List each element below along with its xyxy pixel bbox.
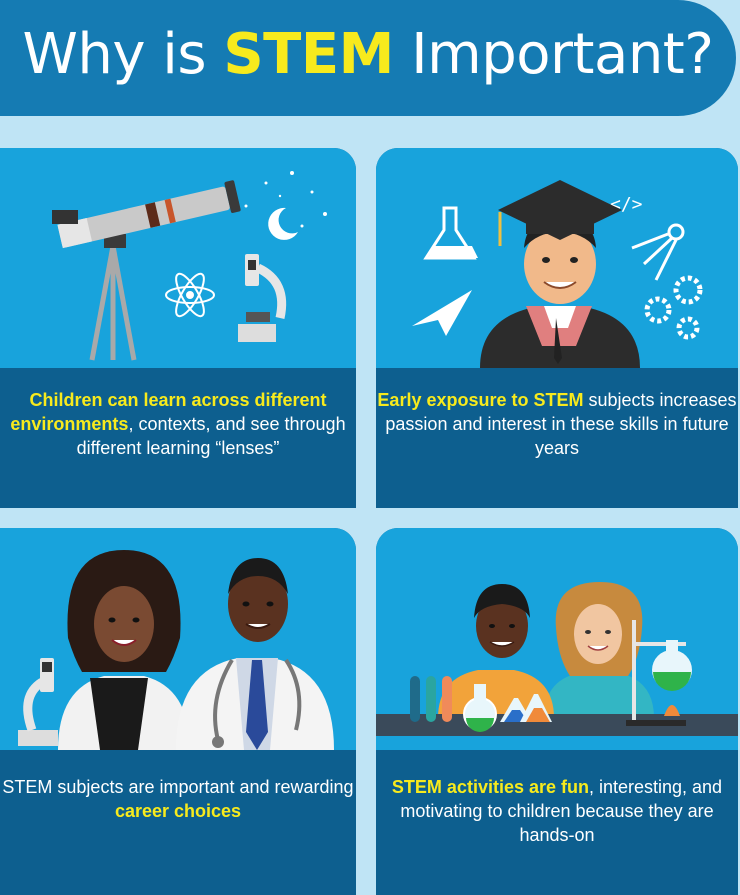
- title-prefix: Why is: [22, 22, 224, 87]
- graduate-avatar: [480, 180, 640, 368]
- panel-caption: STEM subjects are important and rewardin…: [0, 775, 356, 895]
- caption-text: , contexts, and see through different le…: [76, 414, 346, 458]
- telescope-icon: [52, 180, 241, 361]
- beakers-icon: [500, 694, 552, 722]
- title-suffix: Important?: [393, 22, 714, 87]
- star-icons: [244, 171, 327, 228]
- title-banner: [0, 0, 736, 116]
- page-title: Why is STEM Important?: [0, 22, 736, 87]
- lab-stand-icon: [626, 620, 692, 726]
- panel-illustration: [0, 148, 356, 368]
- girl-avatar: [544, 582, 654, 718]
- caption-highlight: Early exposure to STEM: [377, 390, 584, 410]
- title-highlight: STEM: [223, 22, 394, 87]
- male-doctor-avatar: [176, 558, 334, 750]
- panel-caption: STEM activities are fun, interesting, an…: [376, 775, 738, 895]
- panel-early-exposure: </>: [376, 148, 738, 508]
- panel-illustration: [376, 528, 738, 750]
- atom-icon: [165, 272, 215, 318]
- panel-environments: Children can learn across different envi…: [0, 148, 356, 508]
- caption-text: subjects increases passion and interest …: [385, 390, 737, 458]
- moon-icon: [268, 207, 298, 240]
- panel-caption: Children can learn across different envi…: [0, 388, 356, 508]
- test-tubes-icon: [410, 676, 452, 722]
- panel-illustration: </>: [376, 148, 738, 368]
- caption-text: STEM subjects are important and rewardin…: [2, 777, 354, 797]
- caption-highlight: career choices: [114, 801, 242, 821]
- caption-text: , interesting, and motivating to childre…: [400, 777, 723, 845]
- microscope-icon: [18, 658, 58, 746]
- panel-career: STEM subjects are important and rewardin…: [0, 528, 356, 895]
- panel-activities: STEM activities are fun, interesting, an…: [376, 528, 738, 895]
- female-scientist-avatar: [58, 550, 190, 750]
- paper-plane-icon: [412, 290, 472, 336]
- gears-icon: [644, 275, 703, 340]
- compass-icon: [631, 223, 685, 281]
- microscope-icon: [238, 254, 287, 342]
- caption-highlight: Children can learn across different envi…: [10, 390, 327, 434]
- flask-icon: [423, 206, 478, 260]
- panel-illustration: [0, 528, 356, 750]
- panel-caption: Early exposure to STEM subjects increase…: [376, 388, 738, 508]
- caption-highlight: STEM activities are fun: [391, 777, 589, 797]
- flask-icon: [463, 684, 497, 732]
